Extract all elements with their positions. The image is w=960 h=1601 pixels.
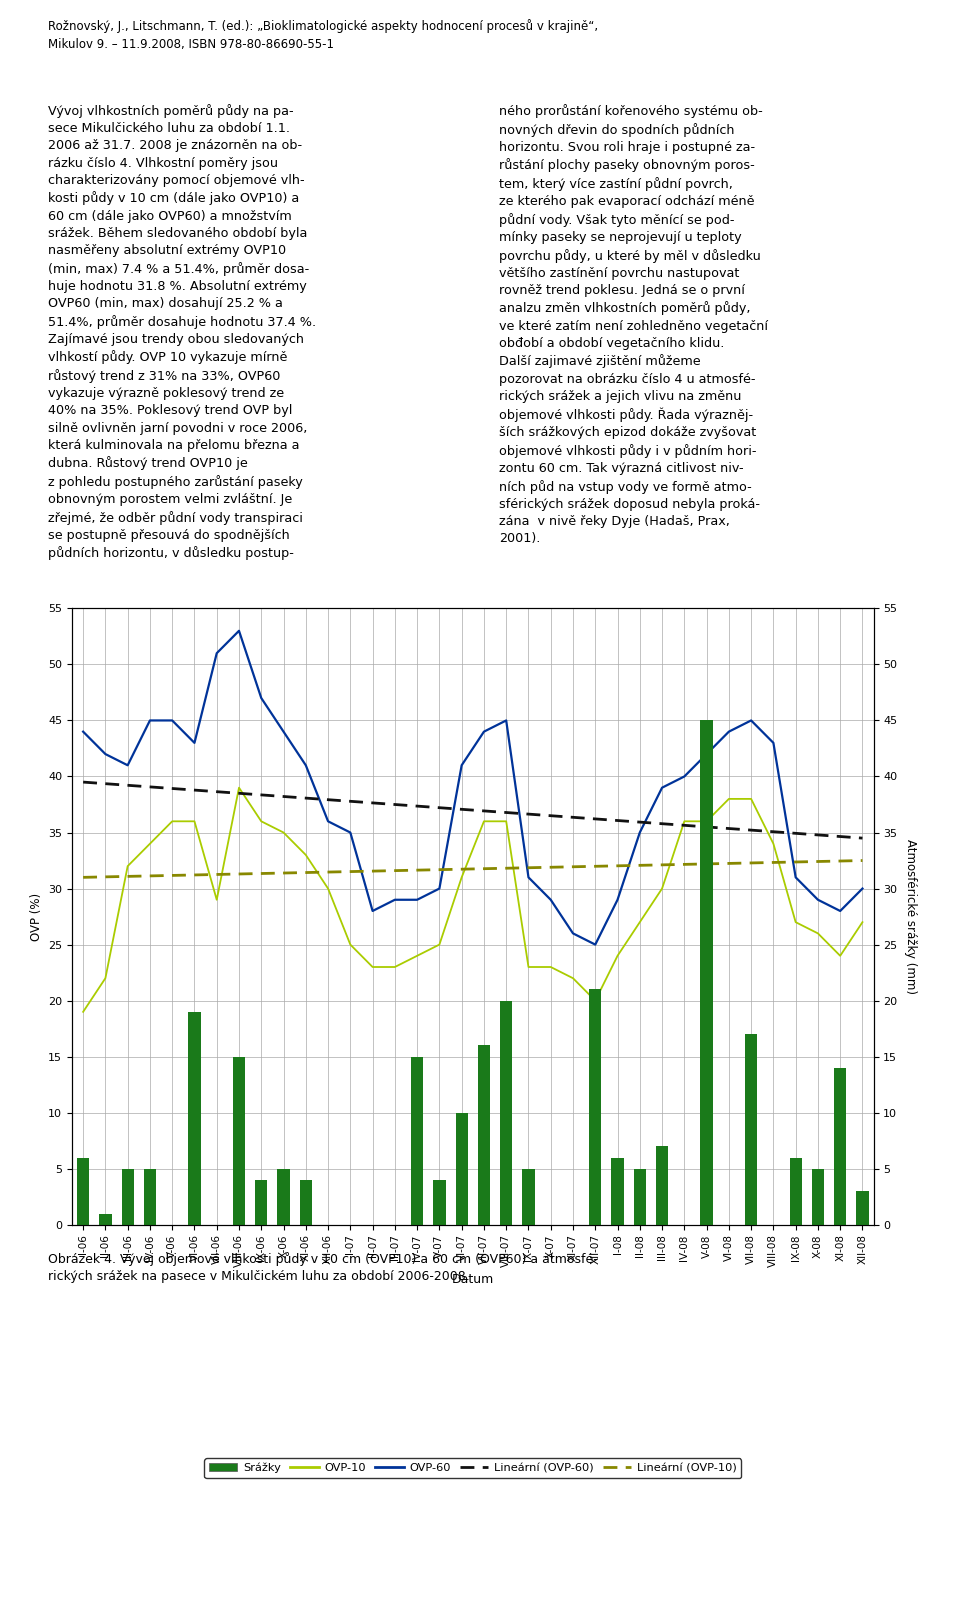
Bar xyxy=(300,1180,312,1225)
Text: ného prorůstání kořenového systému ob-
novných dřevin do spodních půdních
horizo: ného prorůstání kořenového systému ob- n… xyxy=(499,104,768,546)
Bar xyxy=(834,1068,847,1225)
Bar xyxy=(500,1001,513,1225)
Bar xyxy=(122,1169,133,1225)
Bar xyxy=(77,1158,89,1225)
Bar xyxy=(522,1169,535,1225)
Bar xyxy=(277,1169,290,1225)
Bar xyxy=(745,1034,757,1225)
Bar xyxy=(612,1158,624,1225)
Bar xyxy=(433,1180,445,1225)
Bar xyxy=(589,989,601,1225)
Text: Vývoj vlhkostních poměrů půdy na pa-
sece Mikulčického luhu za období 1.1.
2006 : Vývoj vlhkostních poměrů půdy na pa- sec… xyxy=(48,104,316,560)
Legend: Srážky, OVP-10, OVP-60, Lineární (OVP-60), Lineární (OVP-10): Srážky, OVP-10, OVP-60, Lineární (OVP-60… xyxy=(204,1459,741,1478)
Y-axis label: OVP (%): OVP (%) xyxy=(30,892,42,941)
X-axis label: Datum: Datum xyxy=(451,1273,494,1286)
Y-axis label: Atmosférické srážky (mm): Atmosférické srážky (mm) xyxy=(904,839,917,994)
Bar xyxy=(188,1012,201,1225)
Bar xyxy=(856,1191,869,1225)
Bar xyxy=(789,1158,802,1225)
Bar xyxy=(812,1169,824,1225)
Text: Obrázek 4. Vývoj objemové vlhkosti půdy v 10 cm (OVP10) a 60 cm (OVP60) a atmosf: Obrázek 4. Vývoj objemové vlhkosti půdy … xyxy=(48,1252,598,1282)
Text: Rožnovský, J., Litschmann, T. (ed.): „Bioklimatologické aspekty hodnocení proces: Rožnovský, J., Litschmann, T. (ed.): „Bi… xyxy=(48,19,598,51)
Bar xyxy=(233,1057,245,1225)
Bar xyxy=(456,1113,468,1225)
Bar xyxy=(701,720,712,1225)
Bar xyxy=(656,1146,668,1225)
Bar xyxy=(634,1169,646,1225)
Bar xyxy=(411,1057,423,1225)
Bar xyxy=(99,1214,111,1225)
Bar xyxy=(255,1180,268,1225)
Bar xyxy=(478,1045,490,1225)
Bar xyxy=(144,1169,156,1225)
